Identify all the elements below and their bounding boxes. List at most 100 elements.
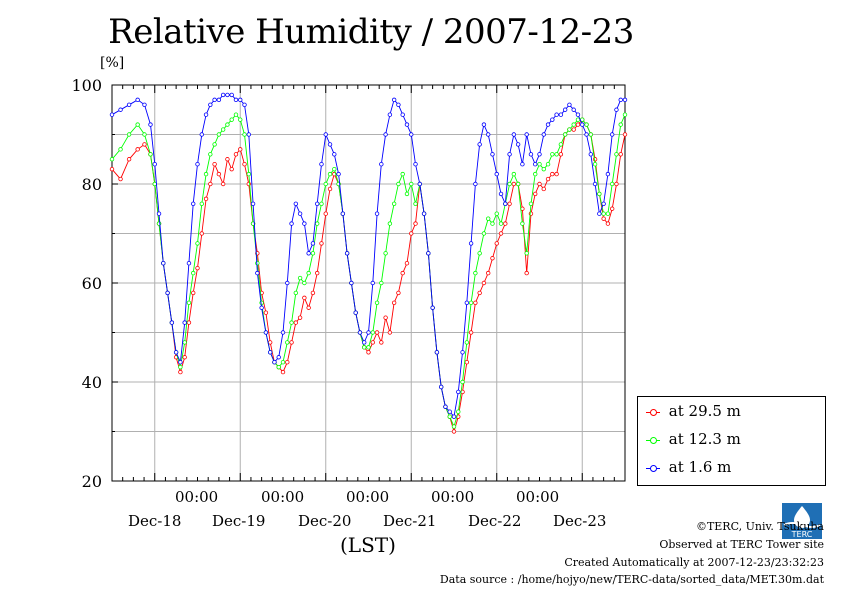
data-point-series-3	[267, 350, 273, 355]
data-point-series-3	[165, 290, 170, 296]
data-point-series-2	[490, 221, 495, 226]
data-point-series-3	[285, 280, 290, 286]
data-point-series-2	[592, 161, 598, 167]
data-point-series-3	[592, 181, 598, 187]
data-point-series-1	[524, 270, 529, 276]
data-point-series-3	[353, 310, 358, 315]
data-point-series-1	[118, 176, 123, 182]
data-point-series-1	[293, 320, 299, 325]
data-point-series-2	[323, 181, 328, 187]
data-point-series-3	[327, 142, 333, 147]
data-point-series-1	[366, 350, 371, 355]
data-point-series-1	[533, 191, 538, 197]
data-point-series-3	[323, 132, 328, 137]
data-point-series-3	[580, 122, 585, 127]
data-point-series-2	[618, 122, 623, 127]
data-point-series-2	[601, 211, 606, 216]
data-point-series-2	[413, 201, 418, 206]
data-point-series-3	[588, 152, 593, 157]
data-point-series-1	[614, 181, 619, 187]
x-day-label-5: Dec-22	[468, 512, 522, 530]
data-point-series-3	[148, 122, 153, 127]
data-point-series-1	[404, 261, 410, 266]
data-point-series-3	[118, 107, 123, 112]
data-point-series-2	[528, 201, 534, 206]
data-point-series-3	[195, 161, 200, 167]
data-point-series-2	[135, 122, 140, 127]
data-point-series-2	[293, 290, 299, 296]
data-point-series-3	[276, 355, 281, 360]
data-point-series-3	[370, 280, 375, 286]
credit-source: Data source : /home/hojyo/new/TERC-data/…	[439, 573, 824, 586]
data-point-series-3	[575, 112, 581, 117]
data-point-series-2	[473, 270, 478, 276]
data-point-series-2	[451, 424, 457, 429]
data-point-series-1	[494, 241, 499, 246]
data-point-series-2	[468, 300, 474, 305]
legend-swatch-red	[646, 408, 660, 416]
data-point-series-2	[229, 117, 234, 122]
data-point-series-1	[464, 360, 470, 365]
data-point-series-3	[426, 251, 431, 256]
data-point-series-2	[289, 320, 294, 325]
data-point-series-3	[156, 211, 162, 216]
data-point-series-3	[250, 201, 256, 206]
data-point-series-1	[220, 181, 226, 187]
data-point-series-3	[319, 161, 324, 167]
data-point-series-2	[366, 345, 371, 350]
legend-label-12m: at 12.3 m	[668, 430, 741, 448]
data-point-series-1	[387, 330, 393, 335]
data-point-series-1	[203, 196, 209, 202]
data-point-series-2	[233, 112, 239, 117]
series-line-3	[111, 94, 625, 418]
data-point-series-3	[490, 152, 495, 157]
data-point-series-3	[494, 171, 499, 177]
data-point-series-3	[515, 142, 521, 147]
data-point-series-1	[109, 166, 115, 172]
data-point-series-3	[208, 102, 213, 107]
data-point-series-3	[255, 270, 260, 276]
data-point-series-3	[558, 112, 564, 117]
data-point-series-2	[481, 231, 487, 236]
data-point-series-3	[507, 152, 512, 157]
data-point-series-1	[142, 142, 147, 147]
credit-created: Created Automatically at 2007-12-23/23:3…	[564, 556, 824, 569]
data-point-series-3	[357, 330, 363, 335]
data-point-series-3	[220, 92, 226, 98]
data-point-series-2	[212, 142, 217, 147]
data-point-series-1	[409, 231, 414, 236]
data-point-series-3	[109, 112, 115, 117]
data-point-series-2	[332, 166, 337, 172]
data-point-series-2	[306, 270, 311, 276]
data-point-series-2	[255, 261, 260, 266]
data-point-series-3	[421, 211, 427, 216]
data-point-series-3	[460, 350, 465, 355]
x-tick-time-5: 00:00	[516, 488, 560, 506]
data-point-series-3	[212, 97, 217, 103]
data-point-series-2	[498, 221, 504, 226]
data-point-series-3	[430, 305, 435, 310]
data-point-series-1	[507, 201, 512, 206]
y-tick-label: 60	[82, 274, 102, 293]
data-point-series-2	[310, 251, 316, 256]
data-point-series-3	[315, 201, 320, 206]
data-point-series-2	[558, 142, 564, 147]
data-point-series-3	[242, 102, 247, 107]
data-point-series-2	[511, 171, 517, 177]
data-point-series-2	[362, 345, 367, 350]
data-point-series-1	[550, 171, 555, 177]
data-point-series-3	[601, 201, 606, 206]
data-point-series-2	[567, 127, 572, 132]
data-point-series-3	[191, 201, 196, 206]
y-tick-label: 80	[82, 175, 102, 194]
data-point-series-1	[199, 231, 204, 236]
data-point-series-2	[203, 171, 209, 177]
data-point-series-1	[601, 216, 606, 221]
data-point-series-3	[503, 201, 508, 206]
series-line-2	[111, 114, 626, 428]
data-point-series-3	[550, 117, 555, 122]
data-point-series-3	[413, 161, 418, 167]
data-point-series-2	[285, 340, 290, 345]
data-point-series-1	[297, 315, 303, 320]
